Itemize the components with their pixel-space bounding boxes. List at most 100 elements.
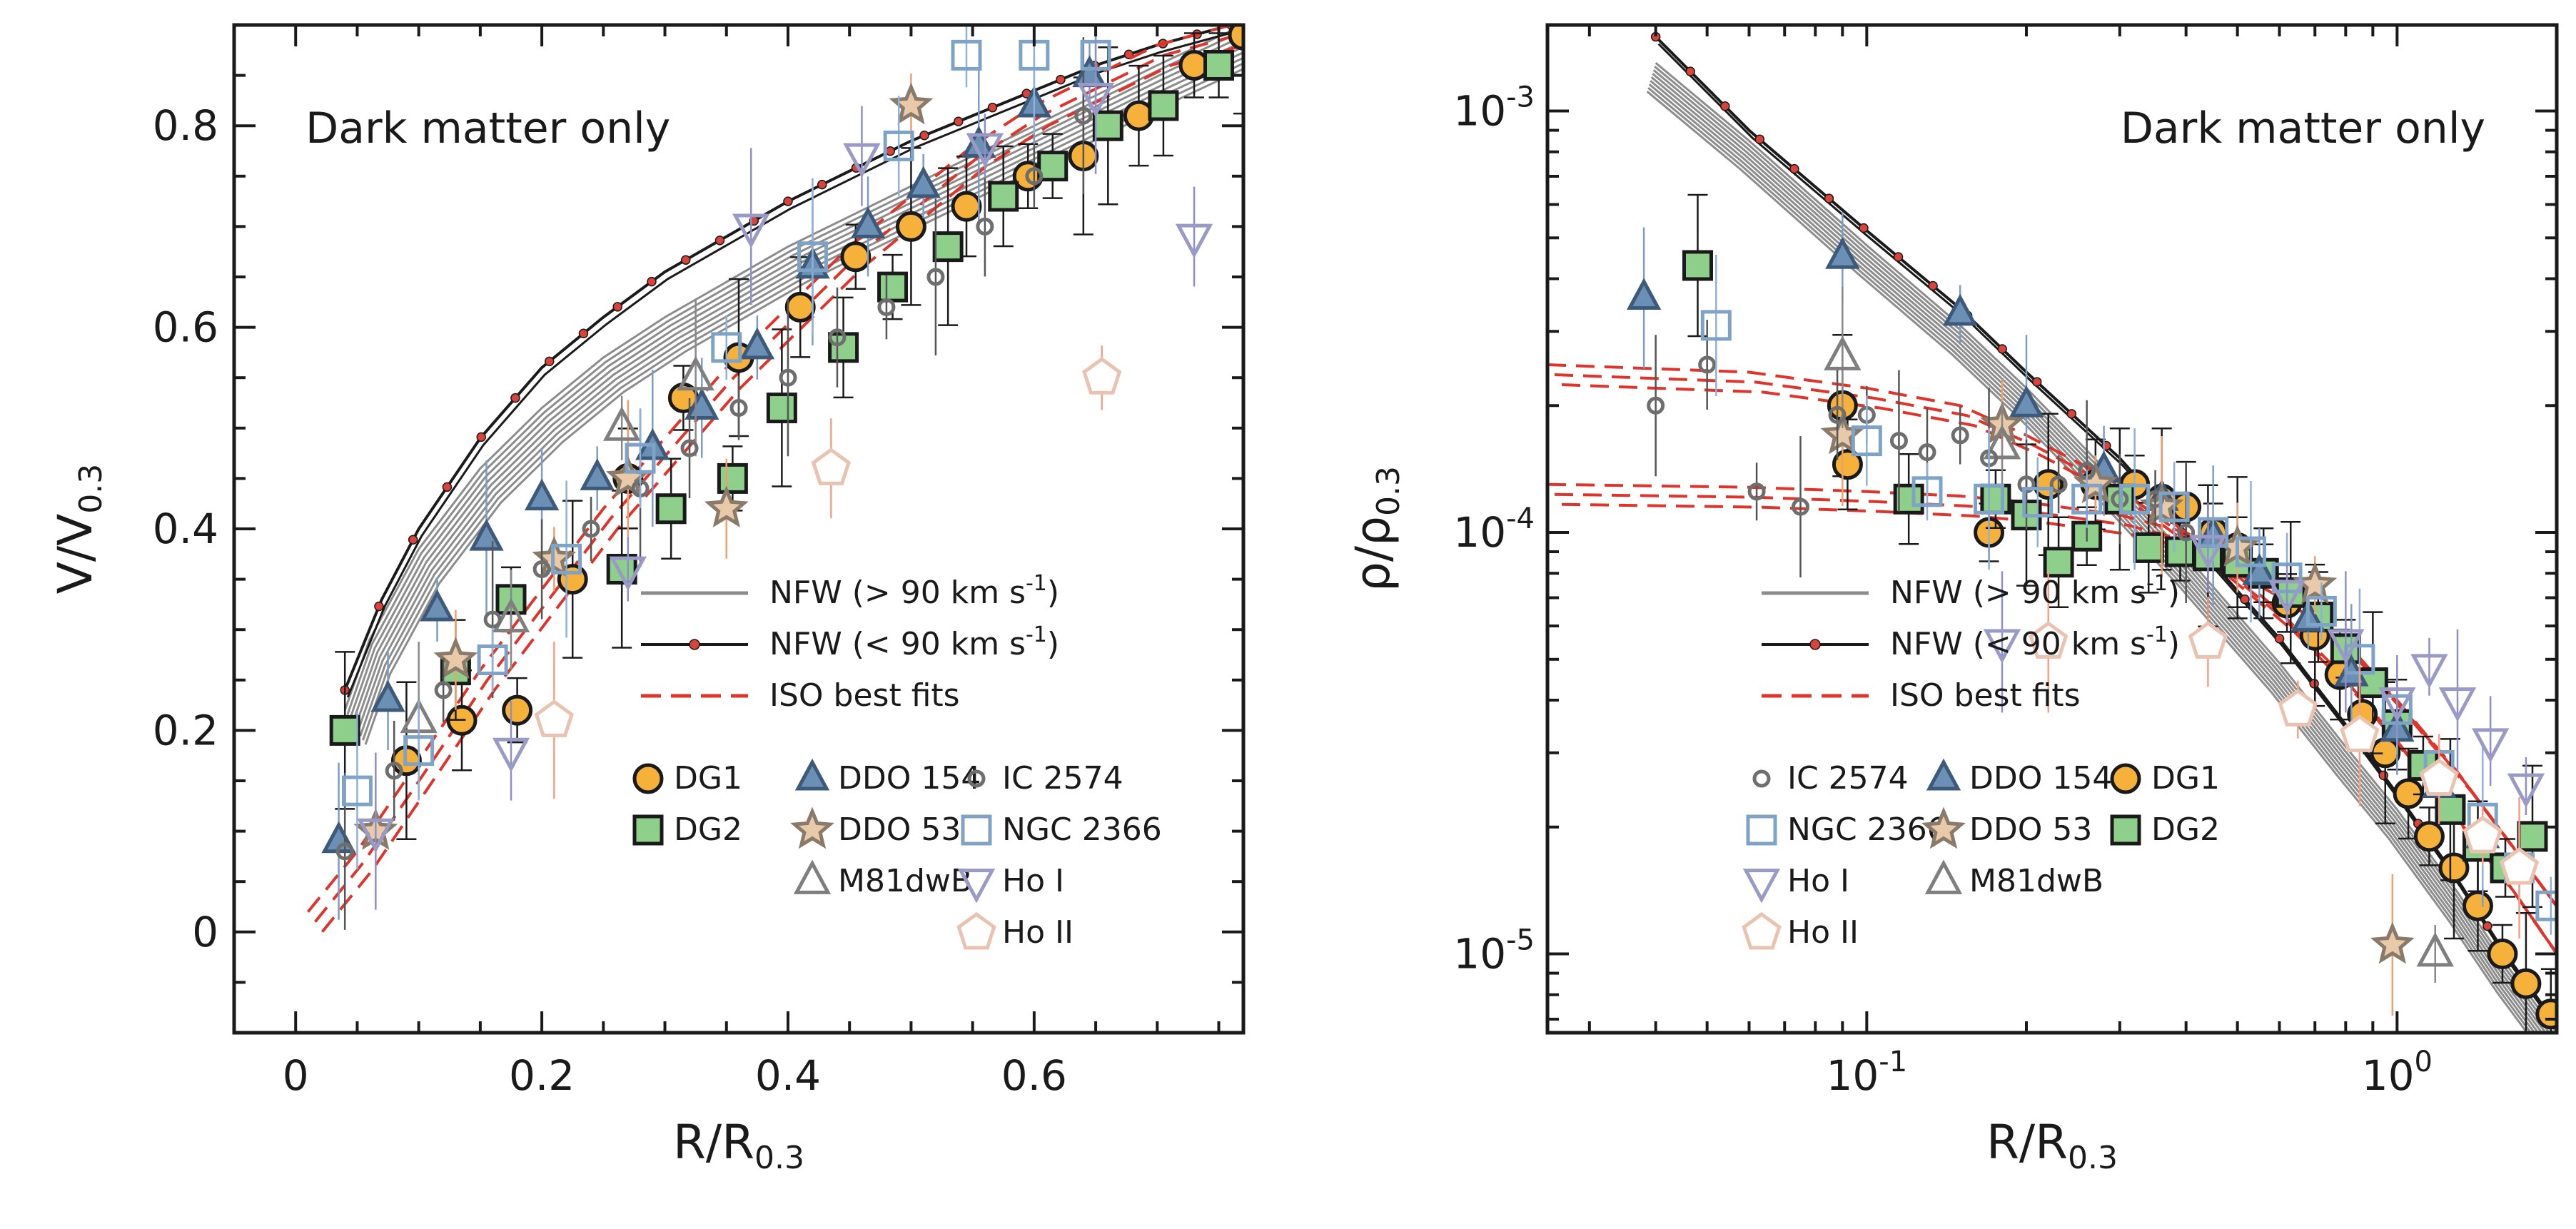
axis-ticks: 0 0.2 0.4 0.6 0 0.2 0.4 0.6 0.8 [153,24,1243,1100]
point-ic-2574 [582,520,600,538]
point-ic-2574 [1074,106,1093,125]
point-ddo-154 [370,679,405,712]
point-m81dwb [1983,424,2021,460]
legend-line-label: NFW (> 90 km s-1) [1890,571,2180,611]
point-ic-2574 [680,439,699,457]
point-dg2 [1037,151,1069,182]
point-ddo-53 [704,485,749,528]
point-ddo-154 [685,388,719,420]
point-ngc-2366 [2022,487,2054,518]
point-ho-i [843,143,881,178]
point-ho-ii [1082,357,1122,395]
legend-marker-ddo-154 [794,758,830,791]
point-dg1 [2438,852,2470,884]
nfw-high-curve-7 [1647,87,2532,1033]
nfw-low-marker [1859,223,1869,233]
point-dg2 [1148,90,1179,121]
nfw-low-marker [987,102,998,113]
point-ho-ii [2499,846,2540,885]
point-ddo-154 [580,458,615,490]
point-dg1 [784,291,816,323]
nfw-low-marker [1720,101,1730,111]
point-dg2 [1682,250,1713,281]
point-ic-2574 [1698,355,1717,374]
point-ngc-2366 [403,735,435,767]
point-ho-i [966,133,1004,168]
point-ngc-2366 [551,543,582,575]
point-ddo-53 [2370,921,2415,964]
point-ho-ii [2188,621,2228,659]
point-ho-ii [2278,689,2318,727]
point-ic-2574 [779,368,797,387]
point-ddo-154 [2242,552,2277,585]
legend-marker-ho-ii [956,911,996,950]
point-ngc-2366 [1974,483,2005,515]
point-ho-i [2189,535,2227,570]
point-ho-ii [2029,621,2069,659]
legend-marker-label: DDO 154 [1969,760,2112,796]
nfw-high-curve-5 [1650,80,2540,1033]
nfw-low-marker [680,255,691,265]
point-dg1 [502,694,533,726]
x-axis-label: R/R0.3 [673,1115,804,1176]
nfw-high-curve-6 [1648,84,2536,1033]
point-dg2 [329,714,360,746]
point-ho-ii [2463,815,2502,854]
x-tick-label: 0.6 [1001,1051,1067,1100]
legend-marker-label: M81dwB [838,863,972,899]
nfw-low-marker [2274,634,2285,644]
legend-marker-ngc-2366 [1746,814,1777,846]
nfw-low-marker [374,601,384,612]
point-ic-2574 [2017,475,2036,494]
point-ho-i [357,818,395,854]
legend-marker-label: DDO 154 [838,760,981,796]
axis-ticks: 10-1 100 10-5 10-4 10-3 [1453,25,2558,1100]
nfw-high-curve-3 [351,40,1243,724]
point-ngc-2366 [1851,425,1882,457]
y-tick-label: 10-3 [1453,81,1535,136]
point-ic-2574 [1747,482,1766,501]
point-ic-2574 [1889,432,1908,450]
point-dg2 [2043,547,2074,578]
point-ho-i [1983,629,2021,664]
legend-marker-label: DG2 [674,811,742,848]
point-ngc-2366 [711,332,742,363]
right-panel-density: 10-1 100 10-5 10-4 10-3 R/R0.3 ρ/ρ0.3 Dark matt… [1345,23,2559,1176]
point-ngc-2366 [2235,536,2266,567]
point-ic-2574 [976,217,994,236]
point-dg1 [2413,821,2445,852]
nfw-low-marker [1056,74,1066,85]
y-tick-label: 0 [192,908,218,956]
series-ho-ii [534,345,1122,799]
y-tick-label: 0.8 [153,101,218,150]
point-m81dwb [602,406,641,441]
point-ic-2574 [1951,426,1969,445]
legend-marker-label: DDO 53 [1969,811,2092,848]
legend-marker-label: Ho II [1787,914,1859,951]
nfw-low-marker [953,116,964,126]
point-ngc-2366 [797,241,828,273]
point-ic-2574 [1918,443,1936,462]
legend-marker-ho-ii [1742,911,1782,950]
y-tick-label: 10-4 [1453,502,1535,557]
series-ho-i [1983,502,2545,816]
legend-line-label: NFW (< 90 km s-1) [1890,622,2180,662]
legend-marker-label: DG2 [2151,811,2220,848]
nfw-high-curve-5 [356,51,1243,732]
legend-marker-label: IC 2574 [1002,760,1123,796]
nfw-high-curve-4 [1650,76,2544,1033]
point-ngc-2366 [883,130,914,161]
nfw-low-marker [1893,252,1904,262]
point-ho-ii [534,699,575,737]
nfw-low-marker [2031,377,2042,387]
nfw-high-curve-8 [1646,91,2529,1033]
y-tick-label: 10-5 [1453,924,1535,978]
panel-annotation: Dark matter only [305,103,670,153]
point-ic-2574 [335,842,354,861]
nfw-low-marker [2240,594,2250,605]
legend-marker-dg2 [2110,814,2141,846]
y-tick-label: 0.2 [153,706,218,754]
point-ngc-2366 [2535,890,2557,921]
legend-marker-m81dwb [793,859,832,894]
point-dg2 [1203,49,1235,81]
